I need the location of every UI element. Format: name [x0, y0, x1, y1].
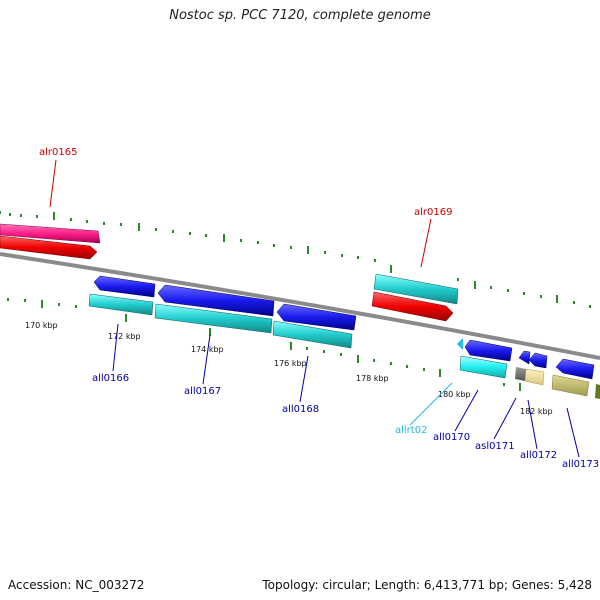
kbp-label: 182 kbp [520, 407, 553, 416]
gene-label-all0172[interactable]: all0172 [520, 450, 557, 461]
label-leaders [49, 159, 580, 458]
gene-alr0169-arrow[interactable] [373, 273, 459, 305]
kbp-label: 180 kbp [438, 390, 471, 399]
kbp-label: 178 kbp [356, 374, 389, 383]
genome-backbone [0, 252, 600, 360]
gene-label-all0170[interactable]: all0170 [433, 432, 470, 443]
gene-all0170-cds[interactable] [459, 355, 508, 379]
reverse-features [88, 275, 600, 399]
gene-label-all0167[interactable]: all0167 [184, 386, 221, 397]
gene-all0167-arrow[interactable] [157, 284, 275, 317]
outer-tick-track [0, 211, 591, 308]
gene-all0167-cds[interactable] [154, 303, 273, 334]
gene-all0168-cds[interactable] [272, 320, 353, 349]
gene-all0173-cds[interactable] [551, 374, 590, 397]
gene-all0172-arrow[interactable] [528, 352, 548, 369]
gene-label-all0173[interactable]: all0173 [562, 459, 599, 470]
gene-all0168-arrow[interactable] [276, 303, 357, 331]
gene-label-all0168[interactable]: all0168 [282, 404, 319, 415]
gene-label-alr0169[interactable]: alr0169 [414, 207, 452, 218]
gene-asl0171-arrow[interactable] [518, 350, 531, 365]
accession-text: Accession: NC_003272 [8, 578, 145, 592]
gene-all0172-cds[interactable] [524, 368, 545, 386]
gene-alr0169-cds[interactable] [371, 291, 454, 322]
kbp-label: 172 kbp [108, 332, 141, 341]
inner-tick-track [7, 298, 521, 391]
gene-next-cds[interactable] [595, 384, 600, 399]
gene-all0166-cds[interactable] [88, 293, 154, 316]
gene-all0170-arrow[interactable] [464, 339, 513, 362]
gene-alr0165-arrow[interactable] [0, 223, 101, 244]
forward-features [0, 223, 459, 322]
map-title: Nostoc sp. PCC 7120, complete genome [169, 8, 431, 23]
gene-all0166-arrow[interactable] [93, 275, 156, 298]
genome-stats-text: Topology: circular; Length: 6,413,771 bp… [262, 578, 592, 592]
kbp-scale: 170 kbp 172 kbp 174 kbp 176 kbp 178 kbp … [25, 321, 553, 416]
gene-allrt02-marker[interactable] [457, 338, 463, 350]
gene-asl0171-cds[interactable] [515, 367, 526, 381]
kbp-label: 176 kbp [274, 359, 307, 368]
gene-labels: alr0165 alr0169 all0166 all0167 all0168 … [39, 147, 599, 470]
gene-label-all0166[interactable]: all0166 [92, 373, 129, 384]
gene-label-asl0171[interactable]: asl0171 [475, 441, 515, 452]
gene-alr0165-cds[interactable] [0, 235, 98, 260]
gene-all0173-arrow[interactable] [555, 358, 595, 380]
kbp-label: 174 kbp [191, 345, 224, 354]
kbp-label: 170 kbp [25, 321, 58, 330]
gene-label-allrt02[interactable]: allrt02 [395, 425, 427, 436]
gene-label-alr0165[interactable]: alr0165 [39, 147, 77, 158]
